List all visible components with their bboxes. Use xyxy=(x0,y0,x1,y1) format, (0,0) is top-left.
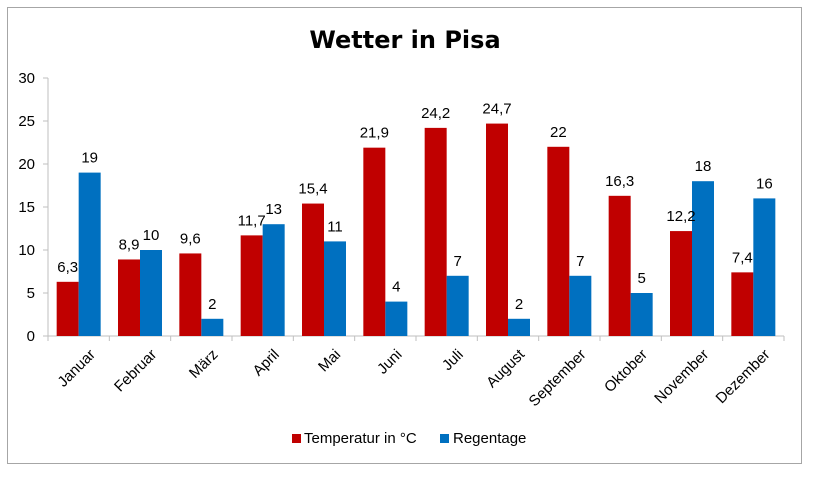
data-label-regentage: 13 xyxy=(265,201,282,218)
x-tick-label: Oktober xyxy=(601,346,651,396)
bar-regentage xyxy=(630,293,653,336)
x-tick-label: Juli xyxy=(439,346,467,374)
x-tick-label: März xyxy=(186,346,222,382)
bar-regentage xyxy=(78,172,101,336)
x-tick-label: August xyxy=(483,346,529,392)
bar-temperatur xyxy=(670,231,692,336)
x-tick-label: Juni xyxy=(374,346,405,377)
data-label-regentage: 11 xyxy=(327,218,343,235)
bar-temperatur xyxy=(424,127,447,336)
bar-temperatur xyxy=(179,253,202,336)
data-label-temperatur: 7,4 xyxy=(732,249,753,266)
bar-temperatur xyxy=(363,147,386,336)
data-label-temperatur: 24,7 xyxy=(482,101,511,118)
bars xyxy=(56,123,776,336)
data-label-temperatur: 24,2 xyxy=(421,105,450,122)
bar-regentage xyxy=(385,301,408,336)
x-tick-label: April xyxy=(250,346,283,379)
bar-regentage xyxy=(140,250,162,336)
x-tick-label: Januar xyxy=(54,346,98,390)
bar-regentage xyxy=(508,318,530,336)
y-tick-label: 10 xyxy=(18,242,35,259)
bar-temperatur xyxy=(56,281,79,336)
y-tick-label: 5 xyxy=(27,285,35,302)
bar-temperatur xyxy=(731,272,754,336)
legend: Temperatur in °C Regentage xyxy=(292,430,526,447)
data-label-temperatur: 21,9 xyxy=(360,125,389,142)
data-label-temperatur: 9,6 xyxy=(180,230,201,247)
data-label-temperatur: 8,9 xyxy=(119,236,140,253)
data-label-temperatur: 11,7 xyxy=(238,212,266,229)
bar-temperatur xyxy=(547,146,570,336)
y-tick-label: 30 xyxy=(18,70,35,87)
bar-temperatur xyxy=(486,123,508,336)
y-tick-label: 25 xyxy=(18,113,35,130)
bar-temperatur xyxy=(118,259,140,336)
legend-label-temperatur: Temperatur in °C xyxy=(304,430,417,447)
data-label-regentage: 5 xyxy=(637,270,645,287)
x-tick-label: November xyxy=(651,346,712,407)
data-label-regentage: 10 xyxy=(143,227,160,244)
bar-regentage xyxy=(569,275,592,336)
data-label-regentage: 16 xyxy=(756,175,773,192)
data-label-temperatur: 16,3 xyxy=(605,173,634,190)
legend-label-regentage: Regentage xyxy=(453,430,526,447)
data-label-regentage: 18 xyxy=(695,158,712,175)
data-labels: 6,38,9 9,611,715,421,924,2 24,72216,312,27… xyxy=(57,101,772,313)
data-label-temperatur: 6,3 xyxy=(57,259,78,276)
data-label-regentage: 4 xyxy=(392,279,400,296)
data-label-temperatur: 12,2 xyxy=(666,208,695,225)
data-label-regentage: 2 xyxy=(208,296,216,313)
bar-regentage xyxy=(262,224,285,336)
x-tick-label: Mai xyxy=(315,346,344,375)
bar-regentage xyxy=(692,181,714,336)
y-tick-label: 15 xyxy=(18,199,35,216)
bar-temperatur xyxy=(608,195,631,336)
bar-regentage xyxy=(324,241,346,336)
bar-temperatur xyxy=(302,203,324,336)
bar-temperatur xyxy=(240,235,263,336)
y-tick-label: 20 xyxy=(18,156,35,173)
bar-regentage xyxy=(446,275,469,336)
data-label-regentage: 7 xyxy=(453,253,461,270)
chart-frame xyxy=(7,7,802,464)
y-tick-label: 0 xyxy=(27,328,35,345)
data-label-temperatur: 22 xyxy=(550,124,567,141)
bar-regentage xyxy=(201,318,224,336)
bar-regentage xyxy=(753,198,776,336)
x-tick-label: September xyxy=(526,346,590,410)
legend-swatch-temperatur xyxy=(292,434,301,443)
data-label-regentage: 7 xyxy=(576,253,584,270)
data-label-temperatur: 15,4 xyxy=(298,181,327,198)
data-label-regentage: 19 xyxy=(81,150,98,167)
chart-title: Wetter in Pisa xyxy=(309,26,500,54)
x-tick-label: Dezember xyxy=(713,346,774,407)
data-label-regentage: 2 xyxy=(515,296,523,313)
legend-swatch-regentage xyxy=(440,434,449,443)
x-tick-label: Februar xyxy=(111,346,160,395)
